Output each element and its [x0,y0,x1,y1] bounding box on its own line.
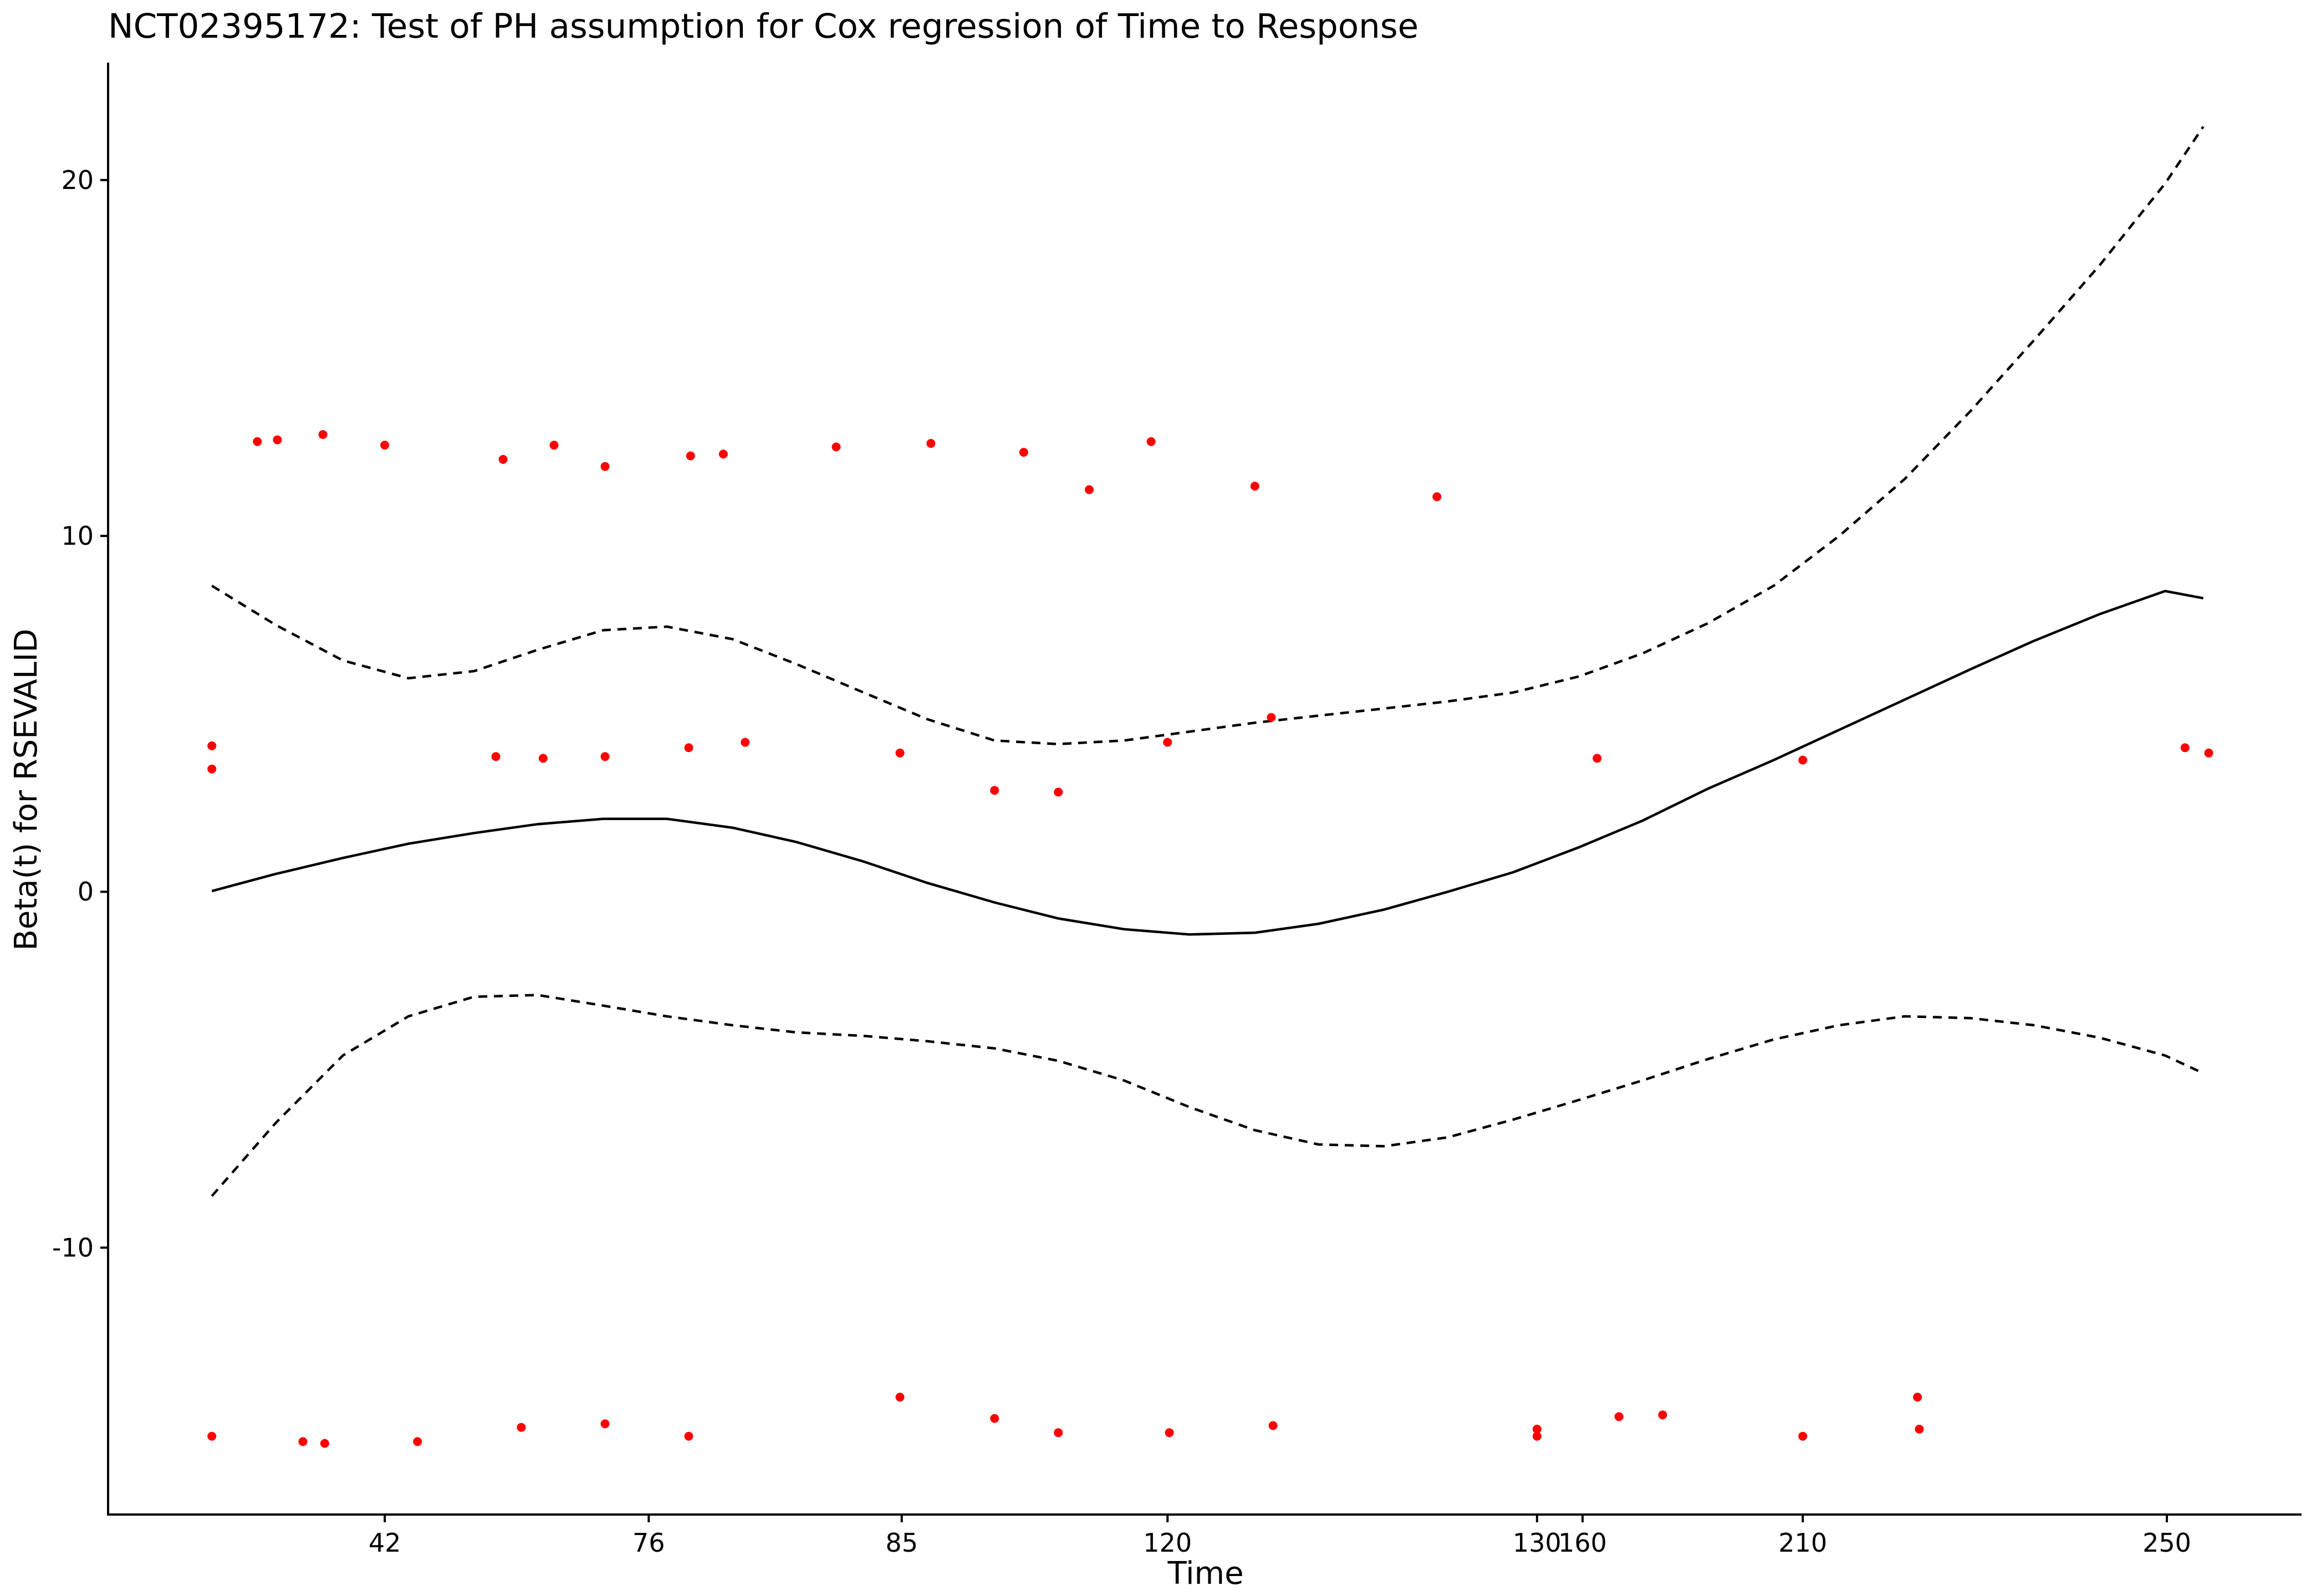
residual-point [1054,787,1063,797]
residual-point [320,1439,329,1448]
plot-area [207,126,2213,1448]
residual-point [1267,713,1276,722]
x-tick-label: 85 [885,1528,918,1558]
residual-point [1163,738,1172,747]
y-tick-label: 20 [61,165,94,195]
beta-curve [211,590,2204,936]
residual-point [253,437,262,446]
residual-points [207,430,2213,1448]
residual-point [1798,755,1808,765]
residual-point [1658,1410,1667,1420]
residual-point [2204,748,2213,758]
y-tick-label: 10 [61,521,94,551]
residual-point [1532,1431,1542,1441]
residual-point [538,754,548,763]
residual-point [1165,1428,1174,1438]
residual-point [990,1414,999,1423]
y-tick-label: 0 [78,877,94,907]
residual-point [895,748,905,758]
residual-point [741,738,750,747]
lower-confidence-band [211,994,2204,1197]
residual-point [1268,1421,1278,1430]
residual-point [1054,1428,1063,1438]
residual-point [1146,437,1156,446]
x-tick-label: 42 [369,1528,401,1558]
x-tick-label: 130 [1513,1528,1562,1558]
x-axis-title: Time [1167,1556,1243,1592]
residual-point [684,1431,693,1441]
residual-point [895,1393,905,1402]
residual-point [207,741,217,750]
residual-point [207,764,217,774]
residual-point [926,439,936,448]
y-tick-label: -10 [52,1232,94,1262]
x-tick-label: 210 [1778,1528,1827,1558]
residual-point [1250,482,1259,491]
residual-point [684,743,693,753]
chart-title: NCT02395172: Test of PH assumption for C… [108,7,1419,46]
residual-point [1532,1424,1542,1434]
residual-point [600,752,610,761]
x-tick-label: 76 [632,1528,665,1558]
residual-point [1614,1412,1624,1421]
y-axis-title: Beta(t) for RSEVALID [8,628,44,950]
x-tick-label: 250 [2142,1528,2191,1558]
residual-point [990,786,999,795]
residual-point [298,1437,308,1446]
residual-point [380,441,390,450]
upper-confidence-band [211,126,2205,745]
residual-point [1019,448,1028,457]
y-axis-ticks: -10 0 10 20 [52,165,108,1262]
residual-point [318,430,328,439]
residual-point [273,435,282,444]
residual-point [491,752,501,761]
residual-point [1593,754,1602,763]
residual-point [1798,1431,1808,1441]
residual-point [498,455,508,464]
x-tick-label: 160 [1558,1528,1607,1558]
residual-point [1915,1424,1924,1434]
residual-point [831,442,841,452]
residual-point [207,1431,217,1441]
residual-point [2180,743,2190,753]
residual-point [600,1419,610,1429]
residual-point [517,1423,526,1432]
residual-point [686,451,695,461]
residual-point [1432,492,1442,502]
residual-point [600,462,610,471]
residual-point [1085,485,1094,494]
x-tick-label: 120 [1143,1528,1192,1558]
residual-point [718,449,728,459]
residual-point [1913,1393,1922,1402]
residual-point [413,1437,422,1446]
residual-point [549,441,559,450]
